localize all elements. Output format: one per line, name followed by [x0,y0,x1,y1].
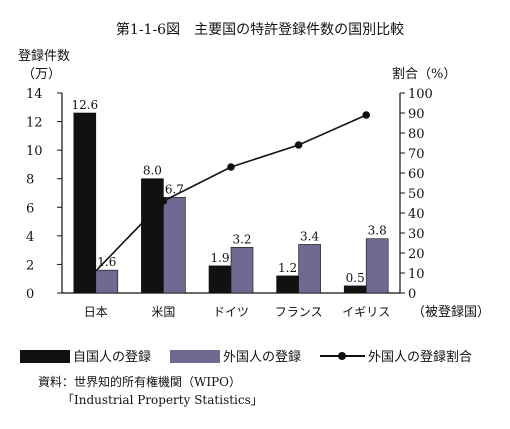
source-line-1: 資料：世界知的所有権機関（WIPO） [38,374,241,389]
chart-title: 第1-1-6図 主要国の特許登録件数の国別比較 [116,21,404,38]
category-labels: 日本 米国 ドイツ フランス イギリス [84,305,390,319]
left-axis-label: 登録件数 [18,49,70,64]
ratio-point [294,141,303,149]
source-line-2: 「Industrial Property Statistics」 [62,393,263,407]
right-tick-label: 0 [408,287,416,302]
right-tick-label: 80 [408,127,425,142]
bar-foreign [230,246,254,294]
bars [73,112,389,294]
data-label-foreign: 3.4 [300,229,319,243]
data-label-domestic: 0.5 [346,271,365,285]
category-label: 米国 [151,305,175,319]
ratio-point [159,197,168,205]
x-axis-label: （被登録国） [412,305,490,320]
ratio-point [227,163,235,171]
bar-domestic [141,178,164,294]
left-tick-label: 14 [26,87,43,102]
right-tick-label: 90 [408,107,425,122]
left-tick-label: 6 [26,201,34,216]
category-label: フランス [275,305,323,319]
right-tick-label: 40 [408,207,425,222]
category-label: ドイツ [213,305,249,319]
legend-label-foreign: 外国人の登録 [223,350,301,365]
left-tick-label: 8 [26,173,34,188]
data-label-domestic: 1.9 [210,251,229,265]
left-tick-label: 0 [26,287,34,302]
bar-domestic [73,112,97,294]
bar-foreign [298,244,321,294]
legend-marker-ratio [338,352,346,360]
left-axis-ticks: 0 2 4 6 8 10 12 14 [26,87,62,302]
data-labels: 12.6 1.6 8.06.7 1.93.2 1.2 3.4 0.5 3.8 [71,98,386,285]
data-label-foreign: 6.7 [165,182,184,196]
bar-foreign [163,196,186,294]
left-tick-label: 4 [26,230,34,245]
data-label-domestic: 8.0 [143,164,162,178]
legend-swatch-domestic [20,350,70,363]
right-tick-label: 100 [408,87,433,102]
data-label-domestic: 1.2 [278,261,297,275]
bar-domestic [343,285,367,294]
category-label: 日本 [84,305,108,319]
bar-foreign [365,238,389,294]
ratio-point [362,111,371,119]
right-axis-label: 割合（%） [392,66,456,82]
bar-domestic [208,265,232,294]
left-tick-label: 2 [26,258,34,273]
right-tick-label: 30 [408,227,425,242]
data-label-foreign: 3.2 [232,232,251,246]
bar-foreign [95,269,119,294]
right-tick-label: 60 [408,167,425,182]
right-axis-ticks: 0 10 20 30 40 50 60 70 80 90 100 [400,87,433,302]
left-axis-unit: （万） [22,67,61,82]
left-tick-label: 12 [26,116,43,131]
right-tick-label: 10 [408,267,425,282]
category-label: イギリス [342,305,390,319]
right-tick-label: 50 [408,187,425,202]
legend: 自国人の登録 外国人の登録 外国人の登録割合 [20,349,472,365]
left-tick-label: 10 [26,144,43,159]
legend-label-domestic: 自国人の登録 [73,350,151,365]
legend-swatch-foreign [170,350,220,363]
data-label-foreign: 1.6 [97,255,116,269]
right-tick-label: 20 [408,247,425,262]
data-label-foreign: 3.8 [368,224,387,238]
ratio-line [95,111,371,272]
bar-domestic [276,275,299,294]
right-tick-label: 70 [408,147,425,162]
data-label-domestic: 12.6 [71,98,98,112]
legend-label-ratio: 外国人の登録割合 [368,349,472,365]
